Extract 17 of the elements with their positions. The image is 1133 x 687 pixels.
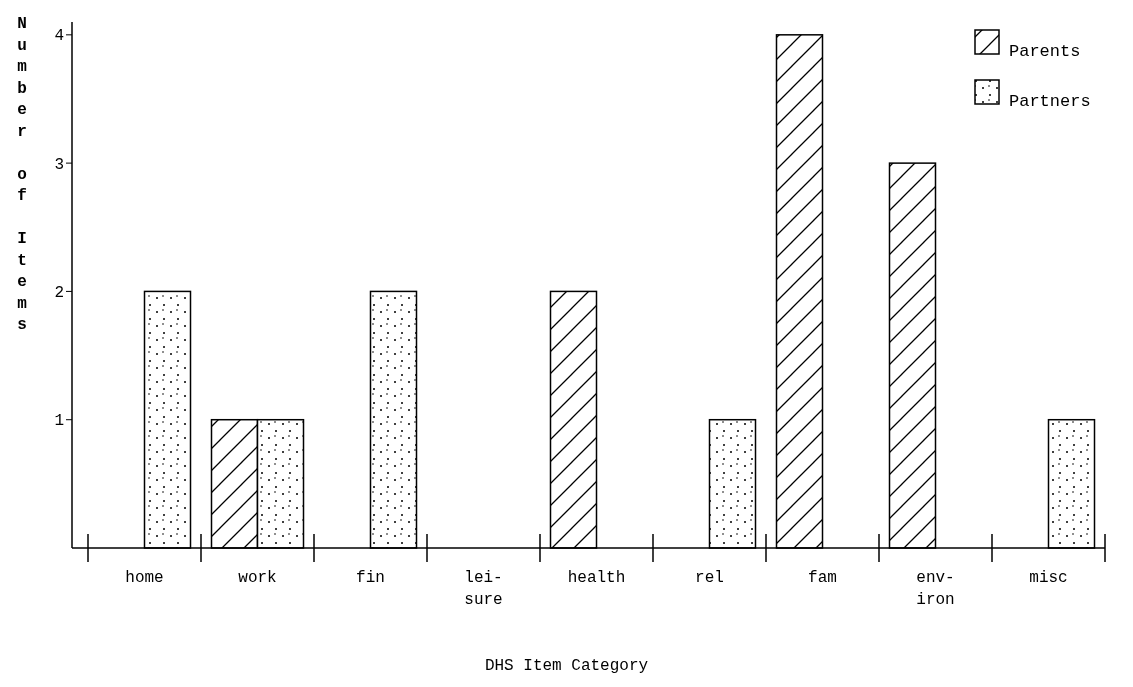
x-tick-label: lei- sure [464, 569, 503, 609]
x-tick-label: rel [695, 569, 724, 587]
x-tick-label: fin [356, 569, 385, 587]
y-tick-label: 1 [54, 412, 64, 431]
x-tick-label: health [567, 569, 626, 587]
x-tick-label: misc [1029, 569, 1068, 587]
y-tick-label: 4 [54, 27, 64, 46]
legend-label: Partners [1009, 91, 1091, 111]
x-tick-label: env- iron [916, 569, 955, 609]
x-axis-title: DHS Item Category [484, 657, 649, 675]
x-tick-label: home [125, 569, 164, 587]
x-tick-label: work [238, 569, 277, 587]
text: Number of Items [17, 15, 27, 334]
y-tick-label: 2 [54, 284, 64, 303]
x-tick-label: fam [808, 569, 837, 587]
y-tick-label: 3 [54, 155, 64, 174]
legend-label: Parents [1009, 41, 1081, 61]
